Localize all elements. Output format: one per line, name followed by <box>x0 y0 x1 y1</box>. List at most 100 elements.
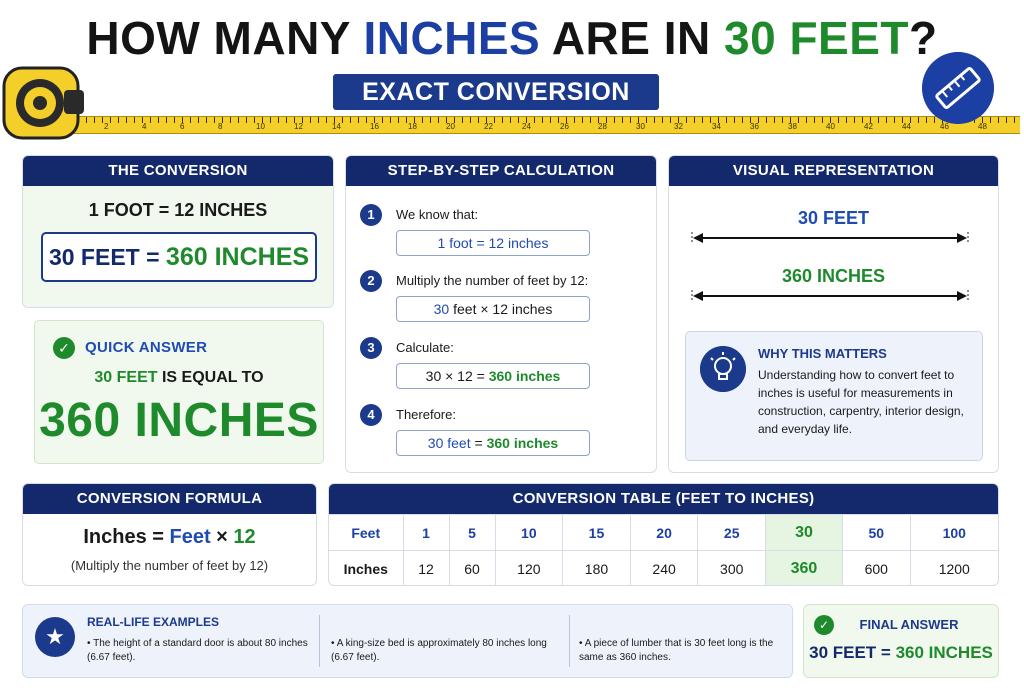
conversion-base: 1 FOOT = 12 INCHES <box>88 200 268 220</box>
tape-number: 42 <box>864 122 873 131</box>
step-box-text: feet × 12 inches <box>449 301 553 317</box>
formula-times: × <box>210 526 234 548</box>
tape-number: 6 <box>180 122 185 131</box>
quick-answer-box: ✓ QUICK ANSWER 30 FEET IS EQUAL TO 360 I… <box>34 320 324 464</box>
table-cell: 60 <box>448 550 496 585</box>
final-answer-panel: ✓ FINAL ANSWER 30 FEET = 360 INCHES <box>803 604 999 678</box>
table-cell: 10 <box>494 513 563 551</box>
table-cell: 20 <box>629 513 698 551</box>
step-box-feet: 30 feet <box>427 435 471 451</box>
tape-number: 8 <box>218 122 223 131</box>
table-cell: 100 <box>909 513 998 551</box>
conversion-heading: THE CONVERSION <box>23 156 333 186</box>
page-title: HOW MANY INCHES ARE IN 30 FEET? <box>0 12 1024 64</box>
step-box-result: 360 inches <box>488 368 561 384</box>
title-part-1: HOW MANY <box>86 12 364 64</box>
visual-inches-label: 360 INCHES <box>781 266 886 286</box>
step-box: 1 foot = 12 inches <box>396 230 590 256</box>
table-cell: 12 <box>402 550 450 585</box>
final-left: 30 FEET = <box>809 643 896 662</box>
table-cell: 5 <box>448 513 496 551</box>
title-part-feet: 30 FEET <box>724 12 910 64</box>
step-number: 4 <box>360 404 382 426</box>
quick-answer-panel: ✓ QUICK ANSWER 30 FEET IS EQUAL TO 360 I… <box>22 312 334 472</box>
formula-heading: CONVERSION FORMULA <box>23 484 316 514</box>
step-box-text: 30 × 12 = <box>425 368 489 384</box>
tape-number: 12 <box>294 122 303 131</box>
check-icon: ✓ <box>814 615 834 635</box>
star-icon: ★ <box>35 617 75 657</box>
examples-title: REAL-LIFE EXAMPLES <box>87 615 220 629</box>
table-cell: 120 <box>494 550 563 585</box>
divider <box>569 615 570 667</box>
conversion-result-left: 30 FEET = <box>48 244 166 270</box>
tape-numbers: 2 4 6 8 10 12 14 16 18 20 22 24 26 28 30 32 34 36 38 40 42 44… <box>70 119 1020 133</box>
table-heading: CONVERSION TABLE (FEET TO INCHES) <box>329 484 998 514</box>
visual-feet-label: 30 FEET <box>797 208 870 228</box>
tape-number: 16 <box>370 122 379 131</box>
conversion-table: Feet 1 5 10 15 20 25 30 50 100 Inches 12… <box>329 513 998 585</box>
table-cell: 240 <box>629 550 698 585</box>
row-header: Inches <box>329 550 403 585</box>
table-cell: 15 <box>562 513 631 551</box>
tape-number: 18 <box>408 122 417 131</box>
step-number: 2 <box>360 270 382 292</box>
example-item: • A king-size bed is approximately 80 in… <box>331 638 547 663</box>
table-cell: 1200 <box>909 550 998 585</box>
table-row-inches: Inches 12 60 120 180 240 300 360 600 120… <box>329 550 998 585</box>
step-box-result: 360 inches <box>486 435 559 451</box>
tape-number: 48 <box>978 122 987 131</box>
formula-twelve: 12 <box>233 526 256 548</box>
quick-answer-value: 360 INCHES <box>39 394 319 447</box>
title-part-3: ARE IN <box>540 12 725 64</box>
tape-number: 34 <box>712 122 721 131</box>
table-cell-highlight: 30 <box>765 513 843 551</box>
formula-feet: Feet <box>169 526 211 548</box>
table-cell: 25 <box>697 513 766 551</box>
table-cell: 1 <box>402 513 450 551</box>
examples-panel: ★ REAL-LIFE EXAMPLES • The height of a s… <box>22 604 793 678</box>
why-text: Understanding how to convert feet to inc… <box>758 368 964 436</box>
step-label: We know that: <box>396 207 479 222</box>
steps-panel: STEP-BY-STEP CALCULATION 1 We know that:… <box>345 155 657 473</box>
tape-number: 32 <box>674 122 683 131</box>
tape-number: 30 <box>636 122 645 131</box>
tape-number: 44 <box>902 122 911 131</box>
table-cell-highlight: 360 <box>765 550 843 585</box>
table-cell: 50 <box>841 513 911 551</box>
step-box-feet: 30 <box>433 301 450 317</box>
visual-panel: VISUAL REPRESENTATION 30 FEET 360 INCHES… <box>668 155 999 473</box>
quick-answer-title: QUICK ANSWER <box>85 339 208 356</box>
tape-number: 2 <box>104 122 109 131</box>
tape-number: 22 <box>484 122 493 131</box>
step-label: Multiply the number of feet by 12: <box>396 273 589 288</box>
table-cell: 180 <box>562 550 631 585</box>
example-item: • A piece of lumber that is 30 feet long… <box>579 638 774 663</box>
final-answer: 30 FEET = 360 INCHES <box>804 643 998 663</box>
inches-arrow <box>691 290 969 302</box>
step-box-text: 1 foot = 12 inches <box>437 235 549 251</box>
tape-number: 10 <box>256 122 265 131</box>
title-part-question: ? <box>909 12 938 64</box>
table-panel: CONVERSION TABLE (FEET TO INCHES) Feet 1… <box>328 483 999 586</box>
tape-measure-icon <box>2 66 84 140</box>
visual-heading: VISUAL REPRESENTATION <box>669 156 998 186</box>
feet-arrow <box>691 232 969 244</box>
divider <box>319 615 320 667</box>
table-row-feet: Feet 1 5 10 15 20 25 30 50 100 <box>329 513 998 551</box>
final-title: FINAL ANSWER <box>859 617 959 632</box>
tape-number: 14 <box>332 122 341 131</box>
quick-answer-feet: 30 FEET <box>94 369 158 386</box>
conversion-result-right: 360 INCHES <box>165 243 310 271</box>
formula-expression: Inches = Feet × 12 <box>23 526 316 549</box>
title-part-inches: INCHES <box>363 12 541 64</box>
step-box: 30 feet × 12 inches <box>396 296 590 322</box>
table-cell: 600 <box>841 550 911 585</box>
step-box-text: = <box>470 435 487 451</box>
why-title: WHY THIS MATTERS <box>758 346 887 361</box>
final-right: 360 INCHES <box>895 643 993 662</box>
tape-number: 26 <box>560 122 569 131</box>
step-label: Therefore: <box>396 407 456 422</box>
table-cell: 300 <box>697 550 766 585</box>
step-box: 30 feet = 360 inches <box>396 430 590 456</box>
